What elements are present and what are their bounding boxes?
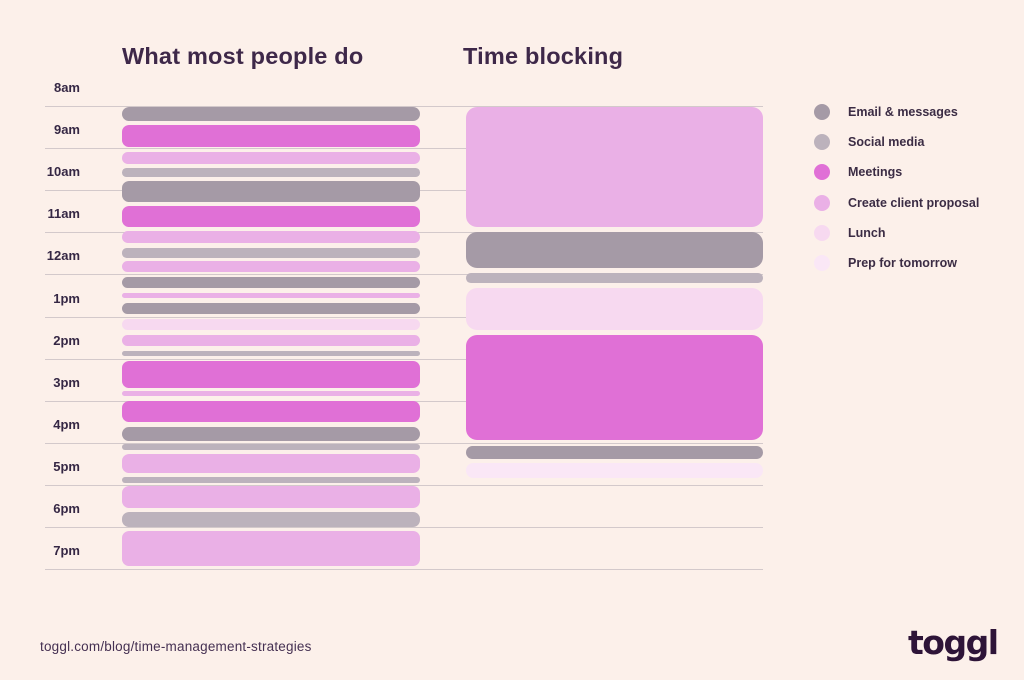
legend-dot-icon <box>814 164 830 181</box>
footer-url: toggl.com/blog/time-management-strategie… <box>40 639 312 654</box>
column-title-time-blocking: Time blocking <box>463 43 624 69</box>
schedule-block-create-client-proposal <box>122 390 420 397</box>
schedule-block-email-messages <box>122 181 420 203</box>
time-label-8am: 8am <box>53 80 80 95</box>
hour-gridline <box>45 484 763 486</box>
time-label-5pm: 5pm <box>53 458 80 474</box>
time-label-11am: 11am <box>47 206 80 222</box>
schedule-block-social-media <box>466 273 763 283</box>
legend-item-lunch: Lunch <box>814 218 1014 248</box>
time-label-7pm: 7pm <box>53 543 80 559</box>
hour-gridline <box>45 274 763 276</box>
legend-dot-icon <box>814 104 830 121</box>
hour-gridline <box>45 569 763 571</box>
schedule-block-create-client-proposal <box>122 261 420 273</box>
toggl-logo: toggl <box>908 623 999 662</box>
schedule-block-meetings <box>122 124 420 148</box>
legend-item-social-media: Social media <box>814 127 1014 157</box>
hour-gridline <box>45 106 763 107</box>
column-title-what-most-people-do: What most people do <box>122 43 364 69</box>
legend-item-create-client-proposal: Create client proposal <box>814 188 1014 218</box>
time-label-12am: 12am <box>46 248 80 264</box>
schedule-block-create-client-proposal <box>122 453 420 473</box>
schedule-block-create-client-proposal <box>122 531 420 567</box>
schedule-block-meetings <box>122 206 420 228</box>
hour-gridline <box>45 316 763 318</box>
legend-label: Email & messages <box>848 105 958 120</box>
legend-label: Meetings <box>848 165 903 180</box>
schedule-block-lunch <box>122 318 420 330</box>
schedule-block-email-messages <box>122 426 420 441</box>
schedule-block-create-client-proposal <box>122 152 420 165</box>
legend-dot-icon <box>814 224 830 241</box>
time-label-1pm: 1pm <box>53 290 80 306</box>
legend-dot-icon <box>814 255 830 272</box>
schedule-block-create-client-proposal <box>466 106 763 228</box>
legend-label: Prep for tomorrow <box>848 256 958 271</box>
schedule-block-create-client-proposal <box>122 292 420 299</box>
legend-dot-icon <box>814 194 830 211</box>
time-label-10am: 10am <box>46 164 80 180</box>
schedule-block-social-media <box>122 248 420 258</box>
hour-gridline <box>45 527 763 528</box>
legend-item-email-messages: Email & messages <box>814 97 1014 127</box>
legend-dot-icon <box>814 134 830 151</box>
legend: Email & messages Social media Meetings Crea… <box>814 97 1014 278</box>
time-label-3pm: 3pm <box>53 374 80 390</box>
schedule-block-email-messages <box>466 445 763 459</box>
schedule-block-social-media <box>122 350 420 357</box>
schedule-block-email-messages <box>122 277 420 289</box>
hour-gridline <box>45 148 763 150</box>
schedule-block-social-media <box>122 511 420 527</box>
legend-label: Create client proposal <box>848 195 980 210</box>
schedule-block-social-media <box>122 443 420 450</box>
schedule-block-create-client-proposal <box>122 485 420 509</box>
legend-label: Social media <box>848 135 925 150</box>
time-label-6pm: 6pm <box>53 501 80 516</box>
schedule-block-lunch <box>466 287 763 330</box>
schedule-block-social-media <box>122 168 420 178</box>
schedule-block-prep-for-tomorrow <box>466 463 763 478</box>
schedule-block-meetings <box>122 360 420 388</box>
hour-gridline <box>45 442 763 444</box>
schedule-block-email-messages <box>122 302 420 314</box>
schedule-block-meetings <box>122 400 420 422</box>
time-label-4pm: 4pm <box>53 416 80 432</box>
schedule-block-create-client-proposal <box>122 334 420 347</box>
schedule-block-email-messages <box>122 106 420 122</box>
legend-item-prep-for-tomorrow: Prep for tomorrow <box>814 248 1014 278</box>
schedule-block-meetings <box>466 335 763 440</box>
schedule-block-social-media <box>122 476 420 483</box>
hour-gridline <box>45 358 763 360</box>
schedule-block-email-messages <box>466 231 763 269</box>
time-label-9am: 9am <box>53 122 80 138</box>
legend-item-meetings: Meetings <box>814 157 1014 187</box>
time-label-2pm: 2pm <box>53 332 80 348</box>
legend-label: Lunch <box>848 225 886 240</box>
schedule-block-create-client-proposal <box>122 231 420 244</box>
